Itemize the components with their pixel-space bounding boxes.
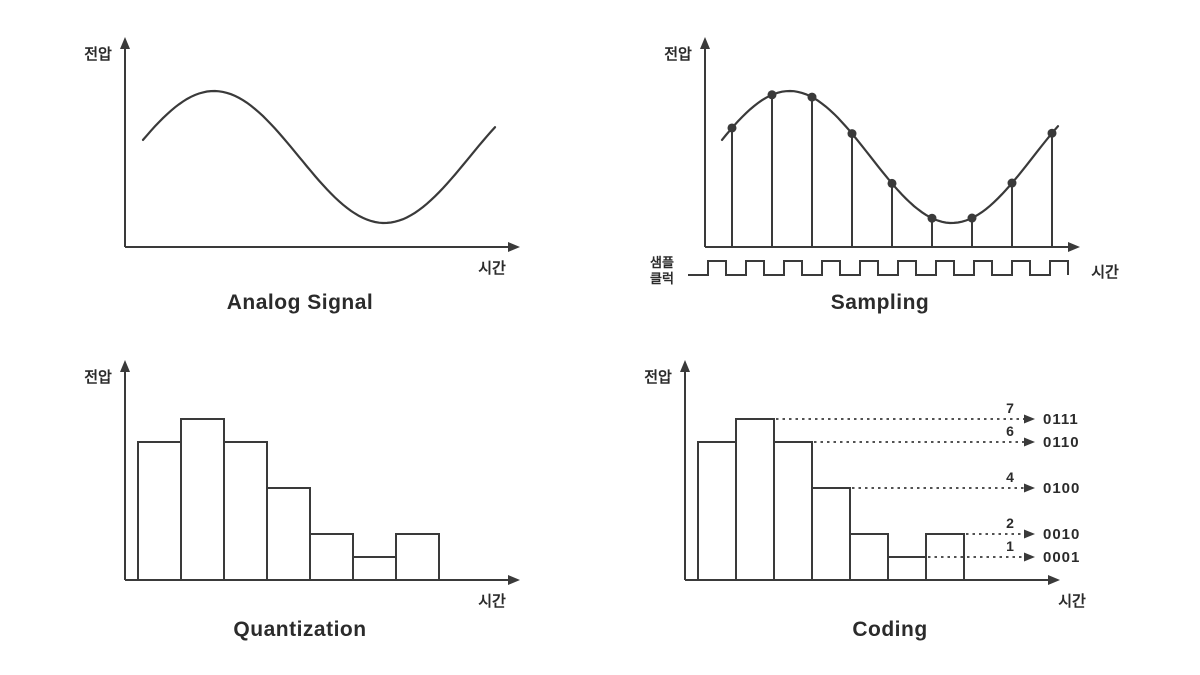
quantized-sample-bar — [223, 441, 268, 581]
quantized-sample-bar — [811, 487, 851, 581]
x-axis-label: 시간 — [1091, 264, 1119, 281]
quantization-level-number: 4 — [1006, 469, 1014, 485]
x-axis-arrow-icon — [1048, 575, 1060, 585]
code-arrow-icon — [1024, 414, 1035, 424]
binary-code-label: 0111 — [1043, 411, 1079, 428]
x-axis-label: 시간 — [478, 260, 506, 277]
quantization-level-number: 7 — [1006, 400, 1014, 416]
code-arrow-icon — [1024, 552, 1035, 562]
x-axis-arrow-icon — [508, 575, 520, 585]
sample-dot — [1047, 128, 1057, 138]
code-arrow-icon — [1024, 483, 1035, 493]
binary-code-label: 0110 — [1043, 434, 1080, 451]
quantized-sample-bar — [925, 533, 965, 581]
sample-dot — [727, 123, 737, 133]
quantized-sample-bar — [352, 556, 397, 581]
quantization-level-number: 6 — [1006, 423, 1014, 439]
panel-title-quantization: Quantization — [233, 618, 367, 641]
code-arrow-icon — [1024, 529, 1035, 539]
y-axis-arrow-icon — [120, 360, 130, 372]
binary-code-label: 0001 — [1043, 549, 1080, 566]
quantization-level-number: 1 — [1006, 538, 1014, 554]
quantization-level-number: 2 — [1006, 515, 1014, 531]
quantized-sample-bar — [266, 487, 311, 581]
y-axis-arrow-icon — [700, 37, 710, 49]
panel-title-coding: Coding — [852, 618, 928, 641]
sample-dot — [967, 213, 977, 223]
quantized-sample-bar — [309, 533, 354, 581]
panel-title-analog-signal: Analog Signal — [226, 291, 374, 314]
y-axis-label: 전압 — [84, 369, 112, 386]
quantized-sample-bar — [887, 556, 927, 581]
quantized-sample-bar — [395, 533, 440, 581]
sample-clock-label-line1: 샘플 — [650, 255, 674, 270]
quantized-sample-bar — [773, 441, 813, 581]
sample-dot — [927, 213, 937, 223]
analog-waveform — [141, 89, 497, 225]
panel-title-sampling: Sampling — [830, 291, 930, 314]
y-axis-arrow-icon — [120, 37, 130, 49]
sample-clock-label-line2: 클럭 — [650, 271, 674, 286]
quantized-sample-bar — [735, 418, 775, 581]
binary-code-label: 0100 — [1043, 480, 1080, 497]
sample-dot — [887, 178, 897, 188]
quantized-sample-bar — [849, 533, 889, 581]
x-axis-label: 시간 — [1058, 593, 1086, 610]
x-axis-arrow-icon — [508, 242, 520, 252]
binary-code-label: 0010 — [1043, 526, 1080, 543]
sample-dot — [807, 92, 817, 102]
y-axis-label: 전압 — [644, 369, 672, 386]
code-arrow-icon — [1024, 437, 1035, 447]
sample-clock-waveform — [688, 260, 1069, 276]
sample-dot — [767, 90, 777, 100]
y-axis-arrow-icon — [680, 360, 690, 372]
quantized-sample-bar — [180, 418, 225, 581]
sample-dot — [847, 129, 857, 139]
y-axis-label: 전압 — [84, 46, 112, 63]
y-axis-label: 전압 — [664, 46, 692, 63]
quantized-sample-bar — [697, 441, 737, 581]
x-axis-arrow-icon — [1068, 242, 1080, 252]
quantized-sample-bar — [137, 441, 182, 581]
x-axis-label: 시간 — [478, 593, 506, 610]
sample-dot — [1007, 178, 1017, 188]
